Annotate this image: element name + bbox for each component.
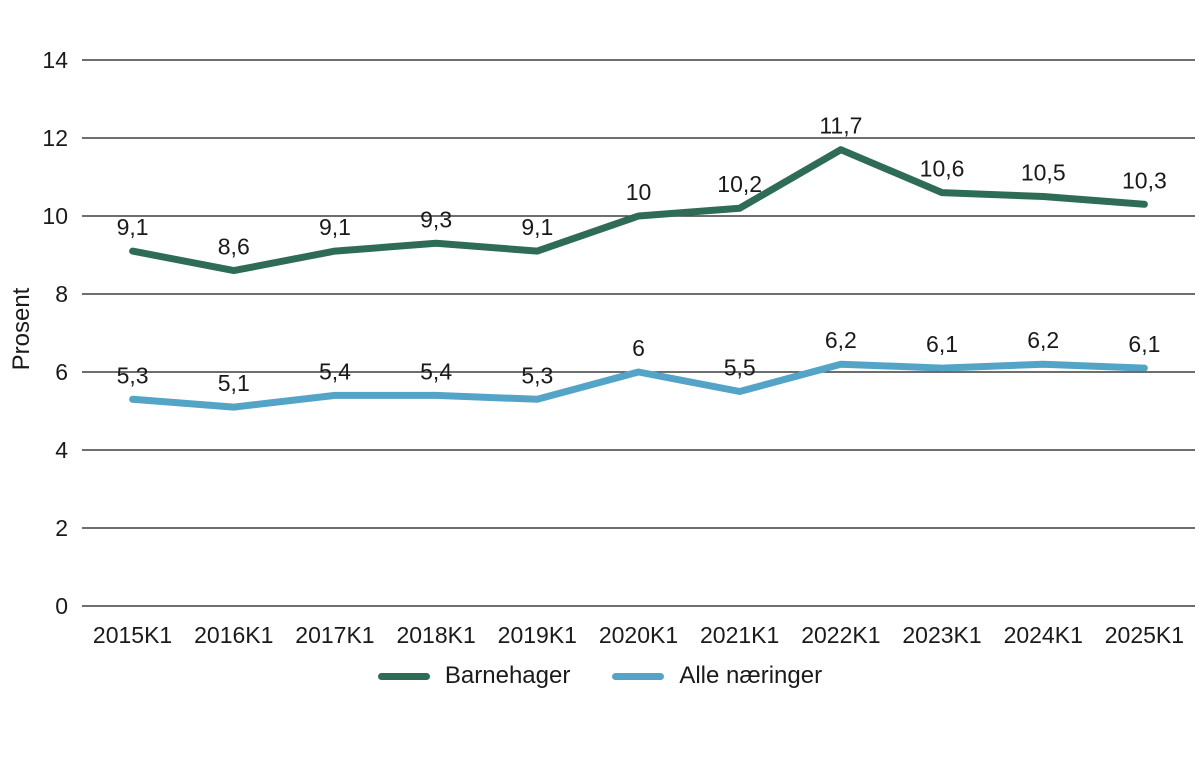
x-tick-label: 2016K1 [194,622,273,648]
data-label: 5,4 [319,358,351,384]
x-tick-label: 2021K1 [700,622,779,648]
data-label: 8,6 [218,234,250,260]
x-tick-label: 2023K1 [902,622,981,648]
data-label: 9,1 [521,214,553,240]
y-tick-label: 0 [55,593,68,619]
legend-label: Alle næringer [679,662,823,689]
y-tick-label: 4 [55,437,68,463]
data-label: 5,4 [420,358,452,384]
data-label: 10 [626,179,652,205]
y-tick-label: 2 [55,515,68,541]
y-tick-label: 12 [42,125,68,151]
data-label: 10,5 [1021,160,1066,186]
legend-swatch [377,672,430,680]
x-tick-label: 2019K1 [498,622,577,648]
data-label: 6,2 [1027,327,1059,353]
y-axis-title: Prosent [8,287,35,371]
data-label: 9,3 [420,206,452,232]
legend: Barnehager Alle næringer [0,662,1200,690]
y-tick-label: 6 [55,359,68,385]
x-tick-label: 2018K1 [396,622,475,648]
legend-item-barnehager: Barnehager [377,662,571,690]
data-label: 6 [632,335,645,361]
legend-label: Barnehager [444,662,571,689]
y-tick-label: 14 [42,47,68,73]
legend-item-alle-naeringer: Alle næringer [612,662,822,690]
data-label: 9,1 [117,214,149,240]
data-label: 11,7 [819,113,862,139]
series-line-alle-naeringer [129,360,1148,411]
data-label: 6,1 [926,331,958,357]
data-label: 10,2 [717,171,762,197]
data-label: 5,1 [218,370,250,396]
x-tick-label: 2025K1 [1105,622,1184,648]
x-tick-label: 2020K1 [599,622,678,648]
y-tick-label: 8 [55,281,68,307]
data-label: 6,1 [1128,331,1160,357]
data-label: 10,6 [920,156,965,182]
data-label: 5,3 [117,362,149,388]
x-tick-label: 2024K1 [1004,622,1083,648]
data-label: 5,5 [724,355,756,381]
x-tick-label: 2017K1 [295,622,374,648]
data-label: 6,2 [825,327,857,353]
series-line-barnehager [129,146,1148,275]
x-tick-label: 2015K1 [93,622,172,648]
x-tick-label: 2022K1 [801,622,880,648]
data-label: 9,1 [319,214,351,240]
data-label: 10,3 [1122,167,1167,193]
legend-swatch [612,672,665,680]
y-tick-label: 10 [42,203,68,229]
data-label: 5,3 [521,362,553,388]
